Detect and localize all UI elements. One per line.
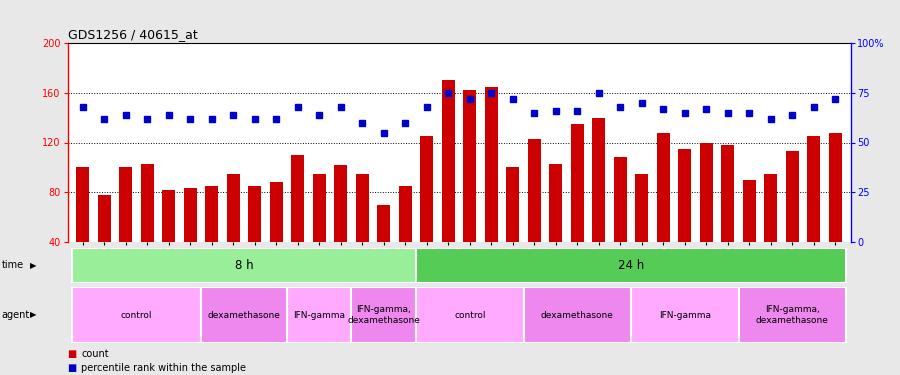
Bar <box>739 287 846 343</box>
Bar <box>631 287 739 343</box>
Bar <box>700 142 713 292</box>
Bar <box>786 151 799 292</box>
Bar <box>334 165 347 292</box>
Bar <box>742 180 756 292</box>
Bar <box>72 248 416 283</box>
Bar <box>72 287 201 343</box>
Text: control: control <box>121 310 152 320</box>
Bar <box>377 205 391 292</box>
Bar <box>527 139 541 292</box>
Bar <box>592 118 606 292</box>
Bar <box>162 190 176 292</box>
Text: count: count <box>81 349 109 359</box>
Text: time: time <box>2 260 24 270</box>
Bar <box>679 149 691 292</box>
Bar <box>549 164 562 292</box>
Bar <box>764 174 778 292</box>
Bar <box>524 287 631 343</box>
Bar <box>807 136 821 292</box>
Bar <box>119 167 132 292</box>
Bar <box>722 145 734 292</box>
Bar <box>205 186 218 292</box>
Bar <box>287 287 351 343</box>
Text: IFN-gamma,
dexamethasone: IFN-gamma, dexamethasone <box>756 305 829 325</box>
Bar <box>399 186 411 292</box>
Text: dexamethasone: dexamethasone <box>208 310 280 320</box>
Bar <box>184 189 196 292</box>
Text: ■: ■ <box>68 363 76 373</box>
Text: percentile rank within the sample: percentile rank within the sample <box>81 363 246 373</box>
Text: dexamethasone: dexamethasone <box>541 310 614 320</box>
Text: agent: agent <box>2 310 30 320</box>
Text: 8 h: 8 h <box>235 259 253 272</box>
Bar <box>227 174 239 292</box>
Bar <box>292 155 304 292</box>
Bar <box>571 124 584 292</box>
Bar <box>657 133 670 292</box>
Bar <box>248 186 261 292</box>
Text: IFN-gamma: IFN-gamma <box>659 310 711 320</box>
Bar <box>416 287 524 343</box>
Bar <box>351 287 416 343</box>
Text: control: control <box>454 310 485 320</box>
Bar <box>76 167 89 292</box>
Bar <box>356 174 369 292</box>
Text: ▶: ▶ <box>30 310 36 320</box>
Text: IFN-gamma,
dexamethasone: IFN-gamma, dexamethasone <box>347 305 420 325</box>
Bar <box>416 248 846 283</box>
Bar <box>270 182 283 292</box>
Bar <box>507 167 519 292</box>
Bar <box>635 174 648 292</box>
Text: 24 h: 24 h <box>618 259 644 272</box>
Bar <box>201 287 287 343</box>
Bar <box>485 87 498 292</box>
Bar <box>829 133 842 292</box>
Bar <box>464 90 476 292</box>
Text: IFN-gamma: IFN-gamma <box>293 310 346 320</box>
Bar <box>97 195 111 292</box>
Bar <box>614 158 626 292</box>
Text: ▶: ▶ <box>30 261 36 270</box>
Bar <box>442 80 454 292</box>
Bar <box>312 174 326 292</box>
Bar <box>140 164 154 292</box>
Bar <box>420 136 433 292</box>
Text: ■: ■ <box>68 349 76 359</box>
Text: GDS1256 / 40615_at: GDS1256 / 40615_at <box>68 28 197 41</box>
